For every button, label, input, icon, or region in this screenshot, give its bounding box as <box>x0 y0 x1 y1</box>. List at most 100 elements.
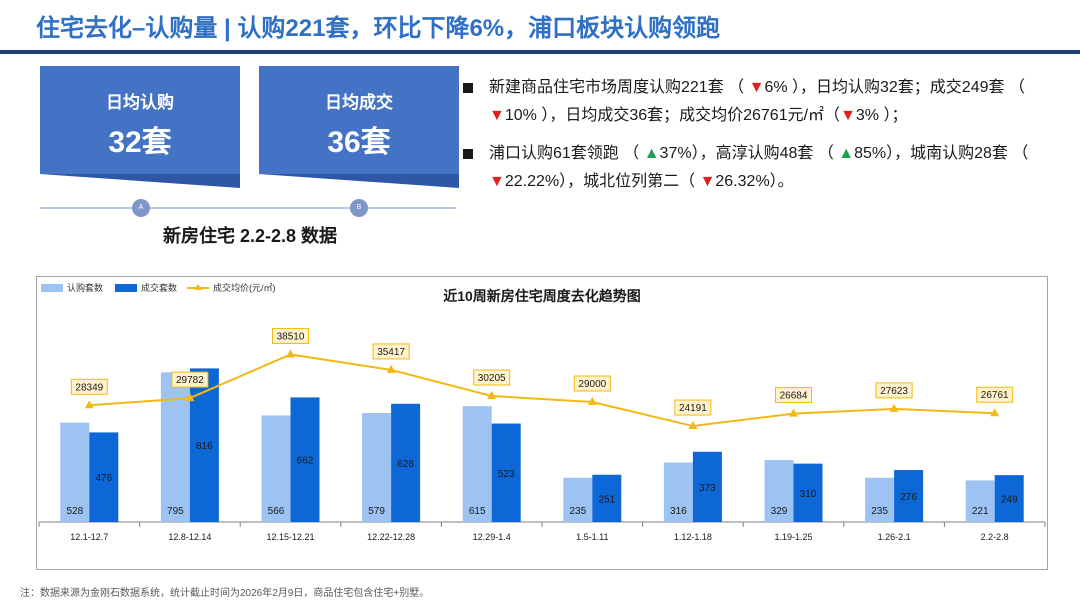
x-axis-tick-label: 12.29-1.4 <box>473 532 511 542</box>
kpi-tail-shape <box>40 174 240 188</box>
price-point-marker <box>688 421 698 430</box>
price-label: 38510 <box>277 331 305 342</box>
bar-subscription <box>563 477 593 522</box>
price-label-box <box>70 378 108 395</box>
bar-subscription <box>965 480 995 522</box>
page-title: 住宅去化–认购量 | 认购221套，环比下降6%，浦口板块认购领跑 <box>36 15 721 42</box>
arrow-down-icon: ▼ <box>748 79 765 96</box>
title-divider <box>0 50 1080 54</box>
bar-subscription <box>865 477 895 522</box>
x-axis-tick-label: 1.19-1.25 <box>774 532 812 542</box>
price-point-marker <box>587 397 597 405</box>
bar-subscription <box>261 415 291 522</box>
price-label-box <box>473 369 511 386</box>
bullet-text-segment: 85%），城南认购28套 （ <box>854 145 1029 162</box>
bar-subscription-label: 235 <box>569 506 586 517</box>
bar-deal-label: 523 <box>498 469 515 480</box>
bar-deal <box>692 451 722 522</box>
price-point-marker <box>386 364 396 373</box>
bar-subscription <box>160 372 190 522</box>
bar-subscription-label: 316 <box>670 506 687 517</box>
bar-deal-label: 628 <box>397 459 414 470</box>
arrow-down-icon: ▼ <box>699 173 716 190</box>
price-label: 26761 <box>981 390 1009 401</box>
bar-subscription-label: 795 <box>167 506 184 517</box>
x-axis-tick-label: 1.12-1.18 <box>674 532 712 542</box>
bar-subscription-label: 566 <box>268 506 285 517</box>
price-point-marker <box>487 390 497 399</box>
bullet-text-segment: 浦口认购61套领跑 （ <box>489 145 644 162</box>
bar-deal-label: 310 <box>800 489 817 500</box>
bar-deal <box>894 470 924 522</box>
timeline-marker-b: B <box>350 199 368 217</box>
price-label: 29782 <box>176 375 204 386</box>
legend-label-deal: 成交套数 <box>141 282 177 293</box>
price-label: 35417 <box>377 347 405 358</box>
arrow-down-icon: ▼ <box>489 107 505 124</box>
kpi-daily-deal-value: 36套 <box>327 126 391 159</box>
bar-deal-label: 249 <box>1001 495 1018 506</box>
bar-subscription-label: 528 <box>66 506 83 517</box>
timeline-marker-a: A <box>132 199 150 217</box>
bullet-district-summary: 浦口认购61套领跑 （ ▲37%），高淳认购48套 （ ▲85%），城南认购28… <box>463 140 1063 196</box>
kpi-tail-shape <box>259 174 459 188</box>
arrow-down-icon: ▼ <box>489 173 505 190</box>
data-subtitle: 新房住宅 2.2-2.8 数据 <box>162 226 338 246</box>
price-point-marker <box>889 403 899 412</box>
legend-label-subscription: 认购套数 <box>67 282 103 293</box>
arrow-up-icon: ▲ <box>838 145 855 162</box>
legend-swatch-subscription <box>41 284 63 292</box>
x-axis-tick-label: 1.5-1.11 <box>576 532 608 542</box>
bullet-text-segment: 22.22%），城北位列第二（ <box>504 173 700 190</box>
bar-subscription-label: 615 <box>469 506 486 517</box>
bar-deal-label: 373 <box>699 483 716 494</box>
chart-frame: 近10周新房住宅周度去化趋势图 认购套数 成交套数 成交均价(元/㎡) 528 476 12… <box>36 276 1048 570</box>
bar-subscription-label: 579 <box>368 506 385 517</box>
kpi-daily-subscription-label: 日均认购 <box>106 93 174 112</box>
bar-deal <box>592 474 622 522</box>
bullet-text-segment: 3% ）； <box>855 107 908 124</box>
x-axis-tick-label: 12.15-12.21 <box>266 532 314 542</box>
price-label-box <box>875 382 913 399</box>
price-point-marker <box>990 408 1000 417</box>
legend-swatch-deal <box>115 284 137 292</box>
price-label: 26684 <box>780 391 808 402</box>
price-label-box <box>674 399 712 416</box>
price-point-marker <box>286 349 295 358</box>
kpi-daily-deal-label: 日均成交 <box>325 93 393 112</box>
price-label: 30205 <box>478 373 506 384</box>
arrow-up-icon: ▲ <box>643 145 660 162</box>
bar-deal <box>391 403 421 522</box>
bullet-square-icon <box>463 149 473 159</box>
weekly-trend-chart: 近10周新房住宅周度去化趋势图 认购套数 成交套数 成交均价(元/㎡) 528 476 12… <box>38 282 1046 542</box>
bar-deal-label: 816 <box>196 441 213 452</box>
bar-subscription-label: 235 <box>871 506 888 517</box>
bar-deal <box>994 475 1024 522</box>
summary-bullets: 新建商品住宅市场周度认购221套 （ ▼6% ），日均认购32套；成交249套 … <box>463 74 1063 206</box>
x-axis-tick-label: 12.22-12.28 <box>367 532 415 542</box>
bar-subscription <box>462 406 492 522</box>
price-label: 28349 <box>75 382 103 393</box>
bullet-square-icon <box>463 83 473 93</box>
bullet-text-segment: 6% ），日均认购32套；成交249套 （ <box>764 79 1025 96</box>
bar-subscription <box>60 422 90 522</box>
price-label-box <box>171 371 209 388</box>
x-axis-tick-label: 1.26-2.1 <box>878 532 911 542</box>
kpi-daily-subscription: 日均认购 32套 <box>40 66 240 174</box>
bullet-text: 浦口认购61套领跑 （ ▲37%），高淳认购48套 （ ▲85%），城南认购28… <box>489 145 1028 190</box>
price-label-box <box>372 343 410 360</box>
bullet-text: 新建商品住宅市场周度认购221套 （ ▼6% ），日均认购32套；成交249套 … <box>489 79 1025 124</box>
bar-deal <box>793 463 823 522</box>
bar-deal-label: 251 <box>598 494 615 505</box>
price-label: 27623 <box>880 386 908 397</box>
x-axis-tick-label: 12.1-12.7 <box>70 532 108 542</box>
timeline-line <box>40 207 456 209</box>
price-label-box <box>573 375 611 392</box>
bar-deal <box>89 432 119 522</box>
bullet-text-segment: 10% ），日均成交36套；成交均价26761元/㎡（ <box>504 107 841 124</box>
bar-deal-label: 276 <box>900 492 917 503</box>
bar-deal <box>491 423 521 522</box>
arrow-down-icon: ▼ <box>840 107 856 124</box>
bar-deal <box>290 397 320 522</box>
price-label: 29000 <box>578 379 606 390</box>
